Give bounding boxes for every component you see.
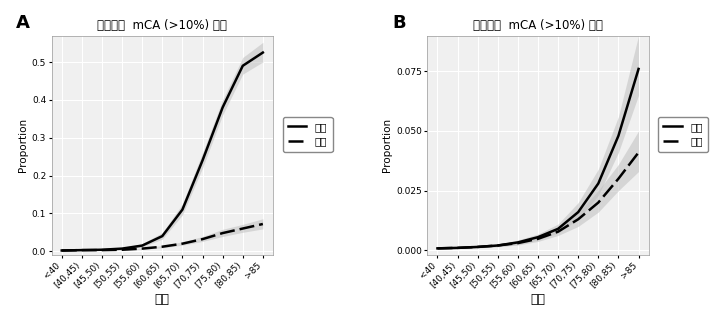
男性	[594, 182, 603, 185]
男性	[198, 158, 207, 162]
Line: 男性: 男性	[438, 69, 639, 248]
男性	[218, 106, 227, 109]
男性	[118, 247, 127, 250]
女性	[454, 246, 462, 250]
男性	[574, 210, 582, 214]
男性	[614, 134, 623, 138]
男性	[513, 241, 522, 244]
女性	[198, 237, 207, 241]
女性	[218, 231, 227, 235]
女性	[258, 222, 267, 226]
Line: 男性: 男性	[62, 53, 263, 250]
女性	[98, 248, 107, 252]
男性	[178, 208, 186, 211]
男性	[554, 227, 562, 231]
Line: 女性: 女性	[62, 224, 263, 250]
女性	[58, 249, 66, 252]
X-axis label: 年齢: 年齢	[155, 293, 170, 306]
女性	[138, 247, 146, 250]
Text: A: A	[17, 14, 30, 32]
男性	[634, 67, 643, 71]
X-axis label: 年齢: 年齢	[531, 293, 546, 306]
男性	[473, 245, 482, 249]
男性	[158, 234, 166, 238]
男性	[138, 244, 146, 248]
Line: 女性: 女性	[438, 152, 639, 248]
女性	[238, 227, 247, 230]
男性	[433, 246, 442, 250]
女性	[473, 245, 482, 249]
Legend: 男性, 女性: 男性, 女性	[282, 117, 333, 152]
女性	[493, 243, 502, 247]
女性	[554, 230, 562, 234]
女性	[433, 246, 442, 250]
男性	[454, 246, 462, 250]
女性	[634, 151, 643, 154]
女性	[574, 217, 582, 221]
男性	[58, 249, 66, 252]
女性	[78, 248, 86, 252]
Title: 常染色体  mCA (>10%) 割合: 常染色体 mCA (>10%) 割合	[473, 19, 603, 32]
Legend: 男性, 女性: 男性, 女性	[658, 117, 708, 152]
女性	[614, 177, 623, 181]
女性	[513, 241, 522, 245]
男性	[78, 248, 86, 252]
女性	[118, 248, 127, 252]
女性	[178, 242, 186, 246]
女性	[158, 245, 166, 249]
Y-axis label: Proportion: Proportion	[17, 118, 27, 172]
Y-axis label: Proportion: Proportion	[382, 118, 392, 172]
Title: 全染色体  mCA (>10%) 割合: 全染色体 mCA (>10%) 割合	[97, 19, 228, 32]
女性	[534, 237, 542, 241]
男性	[534, 235, 542, 239]
男性	[493, 243, 502, 247]
男性	[238, 64, 247, 68]
男性	[258, 51, 267, 55]
女性	[594, 201, 603, 204]
Text: B: B	[392, 14, 405, 32]
男性	[98, 248, 107, 252]
